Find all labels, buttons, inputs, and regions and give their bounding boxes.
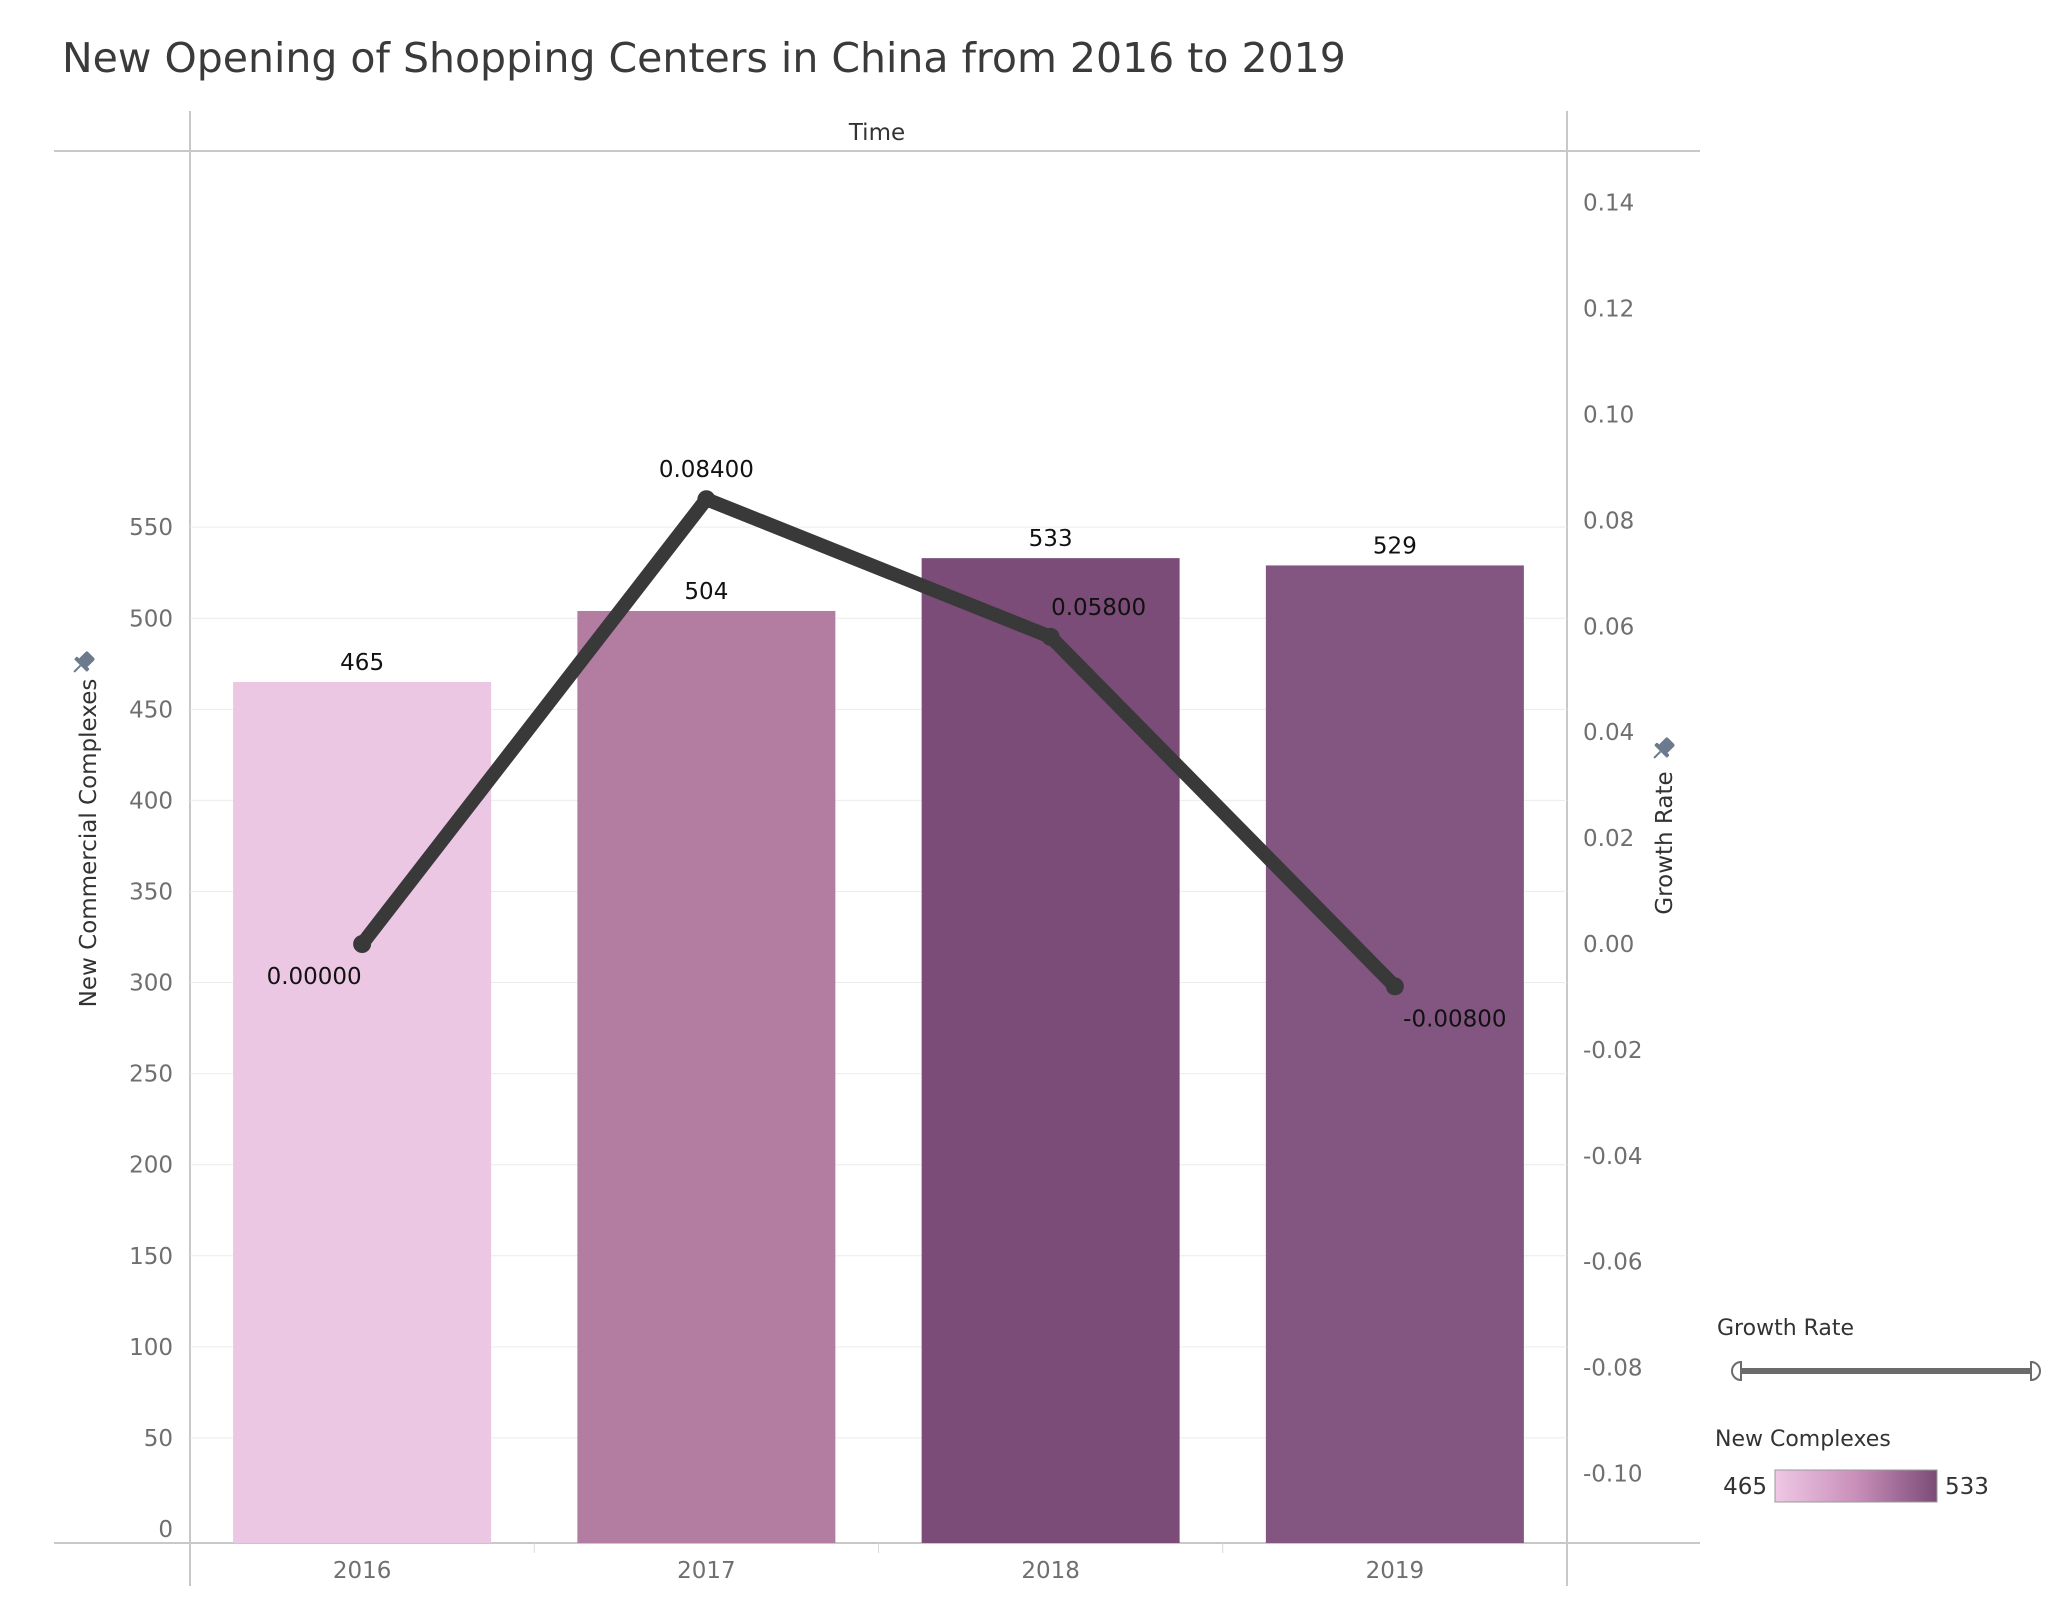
bar-value-label: 504 — [684, 579, 728, 605]
bars — [233, 558, 1524, 1543]
right-tick-label: 0.00 — [1583, 932, 1634, 958]
bar[interactable] — [921, 558, 1180, 1543]
right-tick-label: 0.04 — [1583, 720, 1634, 746]
bar[interactable] — [1265, 565, 1524, 1543]
left-tick-label: 50 — [144, 1426, 173, 1452]
right-tick-label: -0.04 — [1583, 1144, 1643, 1170]
left-tick-label: 100 — [129, 1335, 173, 1361]
bar[interactable] — [233, 682, 492, 1543]
legend-slider-right-handle — [2030, 1360, 2041, 1382]
x-tick-label: 2019 — [1366, 1558, 1425, 1584]
left-axis-ticks: 0 50 100 150 200 250 300 350 400 450 500 550 — [129, 515, 173, 1543]
legend-slider-left-handle — [1731, 1360, 1742, 1382]
legend: Growth Rate New Complexes 465 533 — [1715, 1316, 2041, 1503]
growth-rate-label: 0.08400 — [659, 457, 754, 483]
left-tick-label: 500 — [129, 606, 173, 632]
x-tick-label: 2018 — [1021, 1558, 1080, 1584]
growth-rate-line[interactable] — [355, 492, 1402, 994]
right-tick-label: 0.02 — [1583, 826, 1634, 852]
right-tick-label: -0.02 — [1583, 1038, 1643, 1064]
left-axis-pin-icon[interactable] — [68, 649, 98, 679]
bar-labels: 465 504 533 529 — [340, 526, 1417, 676]
right-tick-label: 0.08 — [1583, 508, 1634, 534]
legend-color-ramp — [1774, 1469, 1938, 1503]
left-tick-label: 150 — [129, 1244, 173, 1270]
legend-line-title: Growth Rate — [1717, 1316, 1854, 1341]
right-tick-label: 0.06 — [1583, 614, 1634, 640]
left-tick-label: 550 — [129, 515, 173, 541]
column-header: Time — [848, 120, 905, 146]
left-tick-label: 300 — [129, 971, 173, 997]
legend-color-max: 533 — [1945, 1474, 1989, 1500]
point-labels: 0.00000 0.08400 0.05800 -0.00800 — [267, 457, 1507, 1032]
left-axis-title: New Commercial Complexes — [76, 679, 102, 1008]
growth-rate-point[interactable] — [1041, 627, 1060, 646]
left-tick-label: 400 — [129, 788, 173, 814]
right-axis-pin-icon[interactable] — [1648, 735, 1678, 765]
right-tick-label: -0.10 — [1583, 1462, 1643, 1488]
growth-line-layer — [353, 490, 1404, 996]
legend-line-slider[interactable] — [1731, 1360, 2041, 1382]
legend-color-min: 465 — [1723, 1474, 1767, 1500]
right-tick-label: -0.08 — [1583, 1356, 1643, 1382]
left-tick-label: 200 — [129, 1153, 173, 1179]
left-tick-label: 450 — [129, 697, 173, 723]
x-tick-label: 2017 — [677, 1558, 736, 1584]
right-axis-title: Growth Rate — [1652, 771, 1678, 914]
growth-rate-label: -0.00800 — [1403, 1006, 1506, 1032]
legend-color-title: New Complexes — [1715, 1427, 1891, 1452]
growth-rate-label: 0.00000 — [267, 964, 362, 990]
x-axis-ticks: 2016 2017 2018 2019 — [333, 1558, 1424, 1584]
right-tick-label: 0.10 — [1583, 403, 1634, 429]
bar-value-label: 529 — [1373, 533, 1417, 559]
growth-rate-point[interactable] — [697, 490, 716, 509]
left-tick-label: 0 — [158, 1517, 173, 1543]
growth-rate-label: 0.05800 — [1051, 595, 1146, 621]
right-axis-ticks: -0.10 -0.08 -0.06 -0.04 -0.02 0.00 0.02 0.04 0.0… — [1583, 191, 1643, 1488]
left-tick-label: 250 — [129, 1062, 173, 1088]
right-tick-label: 0.12 — [1583, 297, 1634, 323]
bar-value-label: 533 — [1029, 526, 1073, 552]
left-tick-label: 350 — [129, 879, 173, 905]
right-tick-label: -0.06 — [1583, 1250, 1643, 1276]
right-tick-label: 0.14 — [1583, 191, 1634, 217]
x-tick-label: 2016 — [333, 1558, 392, 1584]
chart-title: New Opening of Shopping Centers in China… — [62, 34, 1346, 82]
growth-rate-point[interactable] — [1385, 977, 1404, 996]
bar-value-label: 465 — [340, 650, 384, 676]
bar[interactable] — [577, 610, 836, 1543]
growth-rate-point[interactable] — [353, 935, 372, 953]
